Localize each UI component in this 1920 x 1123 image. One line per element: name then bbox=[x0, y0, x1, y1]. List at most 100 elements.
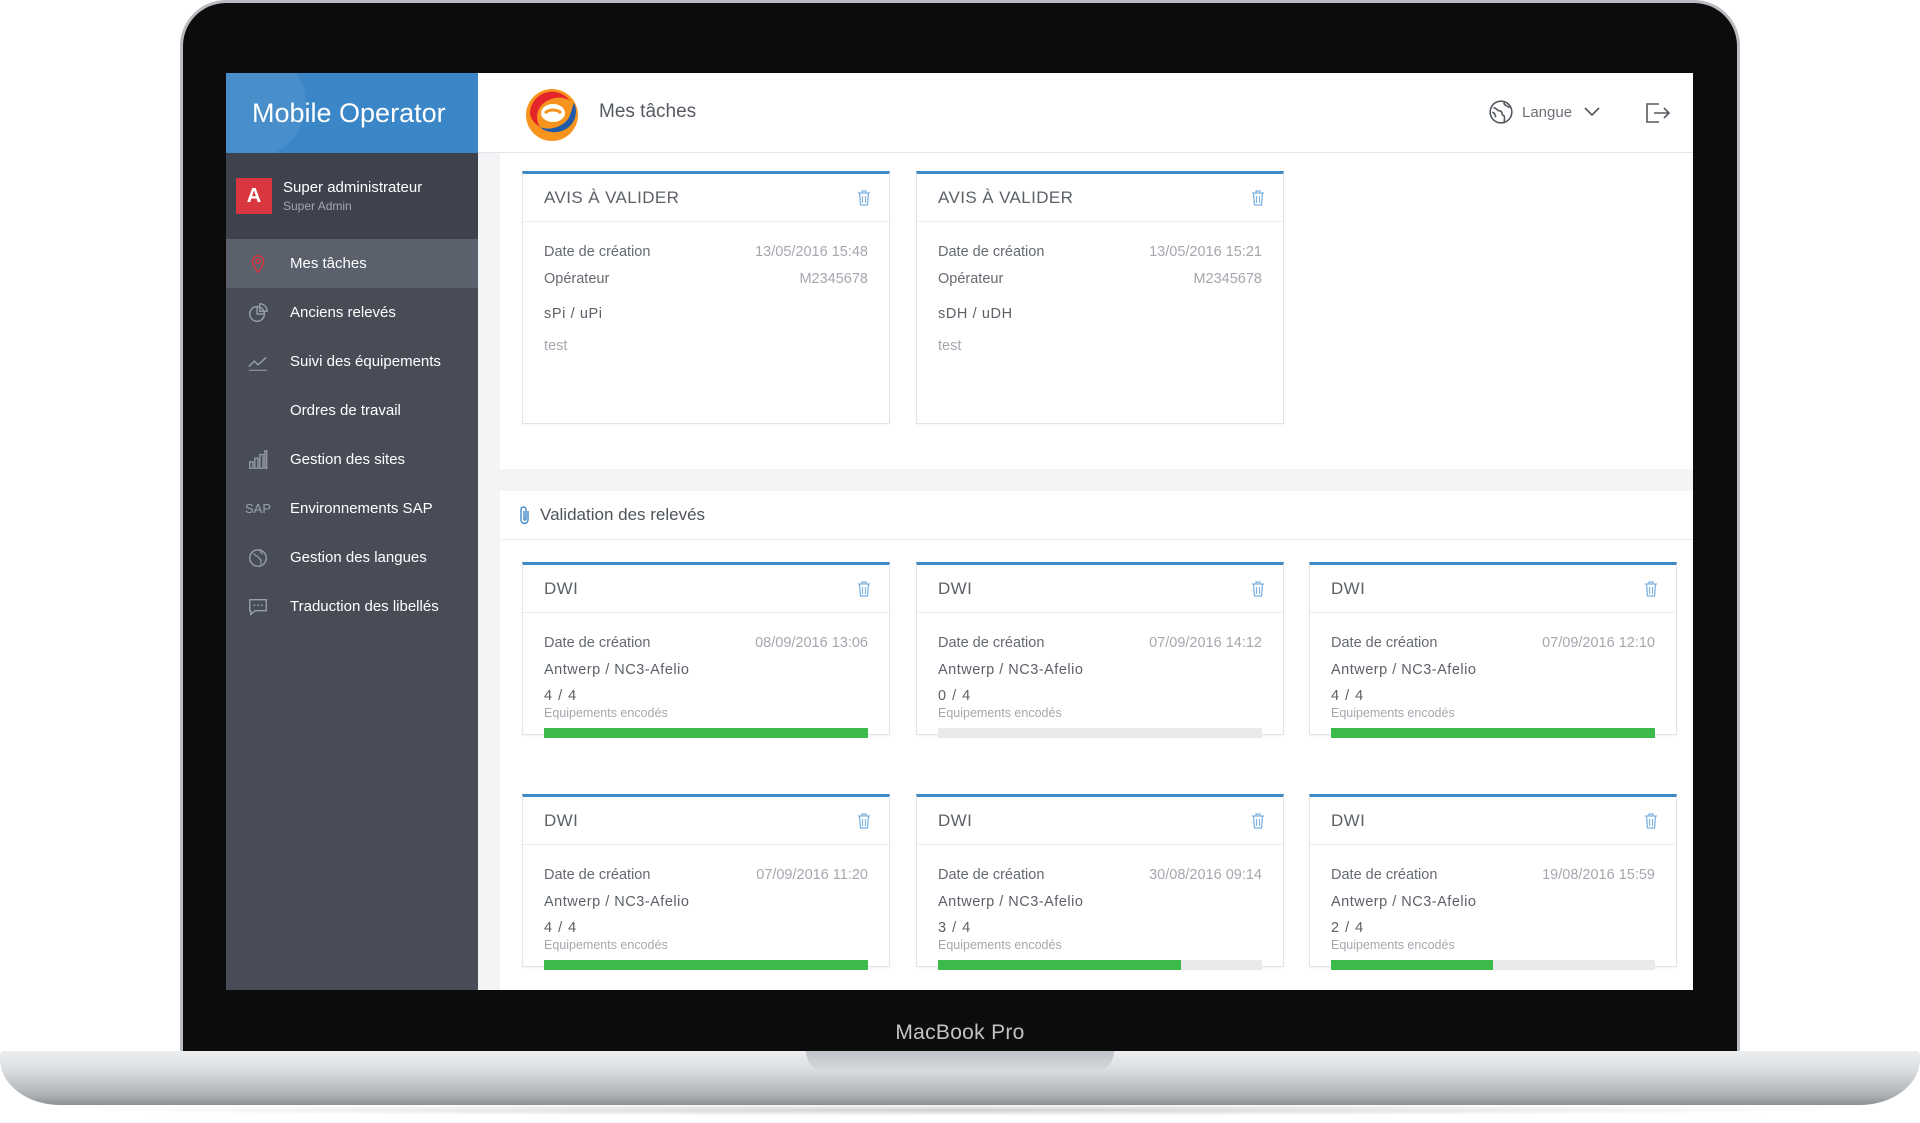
section-title: Validation des relevés bbox=[540, 505, 706, 524]
card-title: AVIS À VALIDER bbox=[938, 187, 1074, 207]
location: Antwerp / NC3-Afelio bbox=[938, 661, 1084, 678]
created-value: 07/09/2016 11:20 bbox=[756, 866, 868, 883]
equipment-count-label: Equipements encodés bbox=[544, 706, 668, 720]
notice-card[interactable]: AVIS À VALIDER Date de création 13/05/201… bbox=[522, 171, 890, 424]
created-label: Date de création bbox=[544, 634, 651, 651]
dwi-card[interactable]: DWI Date de création 07/09/2016 11:20 Ant… bbox=[522, 794, 890, 970]
created-value: 13/05/2016 15:21 bbox=[1149, 243, 1262, 260]
trash-icon[interactable] bbox=[1642, 812, 1660, 830]
created-label: Date de création bbox=[938, 243, 1045, 260]
logout-icon[interactable] bbox=[1643, 99, 1671, 127]
sidebar-item-gestion-sites[interactable]: Gestion des sites bbox=[226, 435, 478, 484]
sidebar-item-gestion-langues[interactable]: Gestion des langues bbox=[226, 533, 478, 582]
app-title[interactable]: Mobile Operator bbox=[226, 73, 478, 153]
location: Antwerp / NC3-Afelio bbox=[544, 661, 690, 678]
trash-icon[interactable] bbox=[1249, 580, 1267, 598]
notice-comment: test bbox=[544, 338, 568, 354]
created-value: 30/08/2016 09:14 bbox=[1149, 866, 1262, 883]
created-value: 13/05/2016 15:48 bbox=[755, 243, 868, 260]
created-label: Date de création bbox=[1331, 866, 1438, 883]
trash-icon[interactable] bbox=[1249, 189, 1267, 207]
trash-icon[interactable] bbox=[1642, 580, 1660, 598]
card-title: DWI bbox=[938, 578, 973, 598]
trash-icon[interactable] bbox=[855, 580, 873, 598]
dwi-card[interactable]: DWI Date de création 08/09/2016 13:06 Ant… bbox=[522, 562, 890, 738]
sap-icon: SAP bbox=[244, 501, 271, 516]
trash-icon[interactable] bbox=[1249, 812, 1267, 830]
progress-bar bbox=[1331, 728, 1655, 738]
sidebar: Mobile Operator A Super administrateur S… bbox=[226, 73, 478, 990]
card-title: DWI bbox=[938, 810, 973, 830]
progress-bar bbox=[544, 728, 868, 738]
card-title: DWI bbox=[1331, 578, 1366, 598]
operator-label: Opérateur bbox=[938, 270, 1004, 287]
sidebar-item-suivi-equipements[interactable]: Suivi des équipements bbox=[226, 337, 478, 386]
dwi-card[interactable]: DWI Date de création 19/08/2016 15:59 Ant… bbox=[1309, 794, 1677, 970]
created-label: Date de création bbox=[544, 866, 651, 883]
created-label: Date de création bbox=[1331, 634, 1438, 651]
dwi-card[interactable]: DWI Date de création 07/09/2016 14:12 Ant… bbox=[916, 562, 1284, 738]
sidebar-item-ordres-travail[interactable]: Ordres de travail bbox=[226, 386, 478, 435]
language-selector[interactable]: Langue bbox=[1488, 99, 1608, 125]
equipment-count-label: Equipements encodés bbox=[1331, 706, 1455, 720]
created-label: Date de création bbox=[544, 243, 651, 260]
globe-icon bbox=[226, 547, 290, 569]
chevron-down-icon bbox=[1584, 107, 1600, 117]
trash-icon[interactable] bbox=[855, 812, 873, 830]
notice-card[interactable]: AVIS À VALIDER Date de création 13/05/201… bbox=[916, 171, 1284, 424]
language-label: Langue bbox=[1522, 103, 1573, 121]
main-content: AVIS À VALIDER Date de création 13/05/201… bbox=[478, 153, 1693, 990]
sidebar-item-environnements-sap[interactable]: SAP Environnements SAP bbox=[226, 484, 478, 533]
page-title: Mes tâches bbox=[599, 101, 697, 122]
company-logo-icon bbox=[526, 89, 578, 141]
equipment-count: 4 / 4 bbox=[1331, 688, 1365, 704]
validation-heading: Validation des relevés bbox=[518, 503, 705, 527]
sidebar-item-mes-taches[interactable]: Mes tâches bbox=[226, 239, 478, 288]
equipment-count: 0 / 4 bbox=[938, 688, 972, 704]
equipment-count-label: Equipements encodés bbox=[1331, 938, 1455, 952]
bar-chart-icon bbox=[226, 449, 290, 471]
sidebar-item-label: Anciens relevés bbox=[290, 304, 396, 321]
sidebar-item-traduction-libelles[interactable]: Traduction des libellés bbox=[226, 582, 478, 631]
progress-fill bbox=[544, 960, 868, 970]
location: Antwerp / NC3-Afelio bbox=[544, 893, 690, 910]
progress-bar bbox=[938, 728, 1262, 738]
equipment-count: 3 / 4 bbox=[938, 920, 972, 936]
operator-label: Opérateur bbox=[544, 270, 610, 287]
operator-value: M2345678 bbox=[799, 270, 868, 287]
card-title: AVIS À VALIDER bbox=[544, 187, 680, 207]
avatar: A bbox=[236, 178, 272, 214]
laptop-notch bbox=[806, 1051, 1114, 1073]
dwi-card[interactable]: DWI Date de création 30/08/2016 09:14 Ant… bbox=[916, 794, 1284, 970]
notice-comment: test bbox=[938, 338, 962, 354]
sidebar-item-label: Traduction des libellés bbox=[290, 598, 439, 615]
equipment-count-label: Equipements encodés bbox=[938, 938, 1062, 952]
created-label: Date de création bbox=[938, 634, 1045, 651]
dwi-card[interactable]: DWI Date de création 07/09/2016 12:10 Ant… bbox=[1309, 562, 1677, 738]
globe-icon bbox=[1489, 100, 1513, 124]
progress-fill bbox=[938, 960, 1181, 970]
created-value: 07/09/2016 14:12 bbox=[1149, 634, 1262, 651]
progress-fill bbox=[1331, 728, 1655, 738]
sidebar-item-label: Mes tâches bbox=[290, 255, 367, 272]
progress-bar bbox=[938, 960, 1262, 970]
created-value: 19/08/2016 15:59 bbox=[1542, 866, 1655, 883]
chat-bubble-icon bbox=[226, 596, 290, 618]
progress-bar bbox=[1331, 960, 1655, 970]
sidebar-item-anciens-releves[interactable]: Anciens relevés bbox=[226, 288, 478, 337]
sidebar-item-label: Ordres de travail bbox=[290, 402, 401, 419]
progress-bar bbox=[544, 960, 868, 970]
user-name: Super administrateur bbox=[283, 179, 423, 196]
trash-icon[interactable] bbox=[855, 189, 873, 207]
equipment-count-label: Equipements encodés bbox=[544, 938, 668, 952]
user-profile[interactable]: A Super administrateur Super Admin bbox=[226, 153, 478, 239]
trend-line-icon bbox=[226, 351, 290, 373]
map-pin-icon bbox=[226, 253, 290, 275]
card-title: DWI bbox=[544, 810, 579, 830]
location: Antwerp / NC3-Afelio bbox=[1331, 661, 1477, 678]
notice-type: sPi / uPi bbox=[544, 306, 603, 322]
sidebar-item-label: Gestion des sites bbox=[290, 451, 406, 468]
card-title: DWI bbox=[1331, 810, 1366, 830]
created-value: 07/09/2016 12:10 bbox=[1542, 634, 1655, 651]
notices-panel: AVIS À VALIDER Date de création 13/05/201… bbox=[500, 153, 1693, 469]
